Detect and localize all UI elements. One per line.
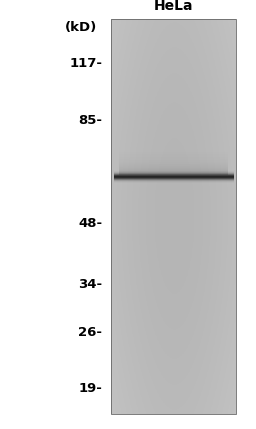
Bar (111, 19, 236, 414)
Text: 34-: 34- (78, 278, 102, 291)
Text: HeLa: HeLa (154, 0, 193, 13)
Text: 48-: 48- (78, 217, 102, 230)
Text: 26-: 26- (78, 326, 102, 339)
Text: 19-: 19- (79, 382, 102, 395)
Text: 85-: 85- (78, 115, 102, 127)
Text: (kD): (kD) (65, 21, 97, 34)
Text: 117-: 117- (69, 57, 102, 70)
